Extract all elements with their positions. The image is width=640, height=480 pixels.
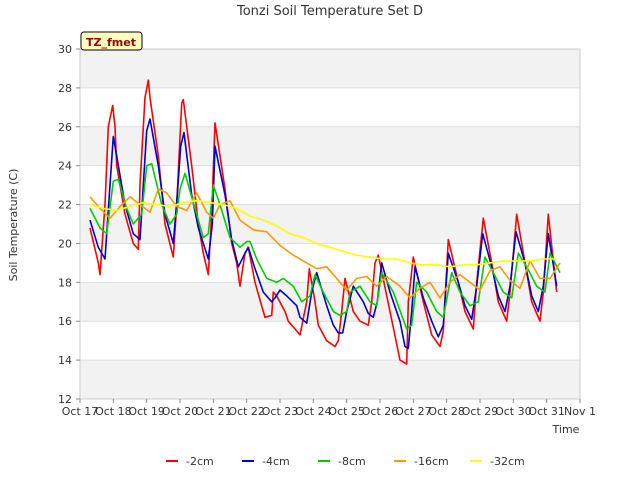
badge: TZ_fmet <box>80 31 143 51</box>
grid-band <box>80 204 580 244</box>
legend-label: -4cm <box>262 455 290 468</box>
series-line-m8cm <box>89 162 561 330</box>
badge-label: TZ_fmet <box>86 36 136 49</box>
grid-band <box>80 49 580 88</box>
x-tick-label: Oct 21 <box>195 405 232 418</box>
y-tick-label: 20 <box>58 237 72 250</box>
x-tick-label: Oct 20 <box>162 405 199 418</box>
y-tick-label: 22 <box>58 199 72 212</box>
x-axis-label: Time <box>552 423 580 436</box>
x-tick-label: Oct 29 <box>462 405 499 418</box>
x-tick-label: Oct 30 <box>495 405 532 418</box>
x-tick-label: Oct 26 <box>362 405 399 418</box>
plot-frame <box>79 48 581 400</box>
x-tick-label: Nov 1 <box>564 405 596 418</box>
x-tick-label: Oct 31 <box>528 405 565 418</box>
series-line-m32cm <box>89 199 557 268</box>
legend-label: -32cm <box>490 455 525 468</box>
chart-title: Tonzi Soil Temperature Set D <box>236 4 423 19</box>
legend-label: -8cm <box>338 455 366 468</box>
x-tick-label: Oct 22 <box>228 405 265 418</box>
y-tick-label: 14 <box>58 354 72 367</box>
legend-label: -2cm <box>186 455 214 468</box>
x-tick-label: Oct 18 <box>95 405 132 418</box>
grid-band <box>80 126 580 166</box>
x-tick-label: Oct 19 <box>128 405 165 418</box>
x-tick-label: Oct 27 <box>395 405 432 418</box>
y-tick-label: 16 <box>58 315 72 328</box>
y-axis-label: Soil Temperature (C) <box>7 169 20 282</box>
plot-area <box>79 48 581 400</box>
x-tick-label: Oct 24 <box>295 405 332 418</box>
y-tick-label: 26 <box>58 121 72 134</box>
y-tick-label: 30 <box>58 43 72 56</box>
series-line-m16cm <box>89 188 561 299</box>
grid-band <box>80 360 580 399</box>
series-layer <box>89 79 561 365</box>
x-tick-label: Oct 25 <box>328 405 365 418</box>
legend-label: -16cm <box>414 455 449 468</box>
legend: -2cm -4cm -8cm -16cm -32cm <box>166 455 525 468</box>
series-line-m2cm <box>89 79 558 365</box>
x-tick-label: Oct 17 <box>62 405 99 418</box>
y-tick-label: 12 <box>58 393 72 406</box>
y-tick-label: 28 <box>58 82 72 95</box>
y-tick-label: 24 <box>58 160 72 173</box>
x-tick-label: Oct 28 <box>428 405 465 418</box>
x-tick-label: Oct 23 <box>262 405 299 418</box>
y-tick-label: 18 <box>58 276 72 289</box>
